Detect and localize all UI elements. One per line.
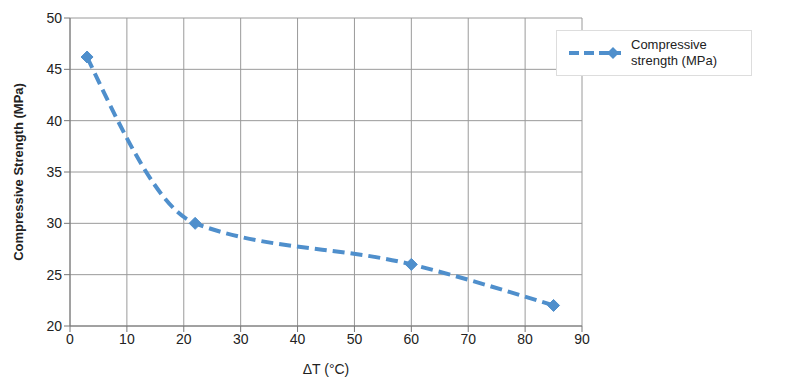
- svg-text:40: 40: [46, 113, 62, 129]
- svg-text:20: 20: [176, 331, 192, 347]
- svg-text:30: 30: [233, 331, 249, 347]
- svg-text:10: 10: [119, 331, 135, 347]
- svg-text:20: 20: [46, 318, 62, 334]
- svg-text:0: 0: [66, 331, 74, 347]
- svg-text:80: 80: [517, 331, 533, 347]
- svg-text:25: 25: [46, 267, 62, 283]
- svg-text:35: 35: [46, 164, 62, 180]
- svg-text:50: 50: [347, 331, 363, 347]
- svg-text:30: 30: [46, 215, 62, 231]
- svg-text:70: 70: [460, 331, 476, 347]
- svg-text:45: 45: [46, 61, 62, 77]
- svg-text:50: 50: [46, 10, 62, 26]
- svg-text:40: 40: [290, 331, 306, 347]
- html-text:Compressive strength (MPa): Compressive strength (MPa): [631, 37, 717, 68]
- svg-text:Compressive Strength (MPa): Compressive Strength (MPa): [11, 83, 26, 261]
- svg-text:90: 90: [574, 331, 590, 347]
- svg-text:60: 60: [404, 331, 420, 347]
- svg-text:ΔT (°C): ΔT (°C): [303, 361, 350, 377]
